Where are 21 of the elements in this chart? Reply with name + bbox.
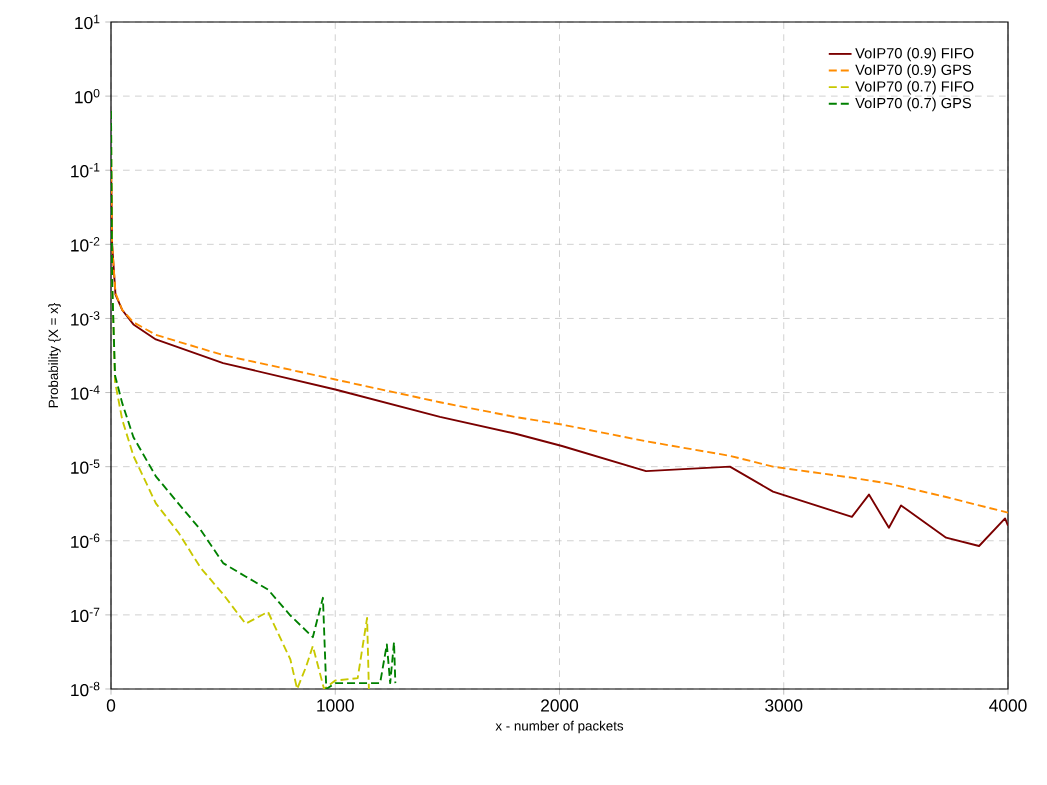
x-tick-label: 4000 xyxy=(989,699,1027,712)
x-axis-title: x - number of packets xyxy=(495,720,624,734)
legend-label: VoIP70 (0.9) GPS xyxy=(855,64,972,78)
x-tick-label: 0 xyxy=(106,699,116,712)
x-tick-label: 2000 xyxy=(541,699,579,712)
legend-label: VoIP70 (0.9) FIFO xyxy=(855,47,974,62)
legend-label: VoIP70 (0.7) FIFO xyxy=(855,80,974,95)
y-tick-label: 10$^{1}$ xyxy=(75,14,100,30)
y-tick-label: 10$^{-1}$ xyxy=(71,163,100,178)
y-tick-label: 10$^{-2}$ xyxy=(71,237,100,252)
y-axis-title: Probability {X = x} xyxy=(48,302,61,408)
y-tick-label: 10$^{-5}$ xyxy=(71,459,100,474)
y-tick-label: 10$^{-4}$ xyxy=(71,385,100,400)
y-tick-label: 10$^{-3}$ xyxy=(71,311,100,326)
y-tick-label: 10$^{-6}$ xyxy=(71,533,100,548)
y-tick-label: 10$^{-8}$ xyxy=(71,681,100,697)
y-tick-label: 10$^{0}$ xyxy=(75,88,100,104)
x-tick-label: 1000 xyxy=(317,699,354,712)
x-tick-label: 3000 xyxy=(765,699,803,712)
legend-label: VoIP70 (0.7) GPS xyxy=(855,97,972,112)
y-tick-label: 10$^{-7}$ xyxy=(71,607,100,623)
